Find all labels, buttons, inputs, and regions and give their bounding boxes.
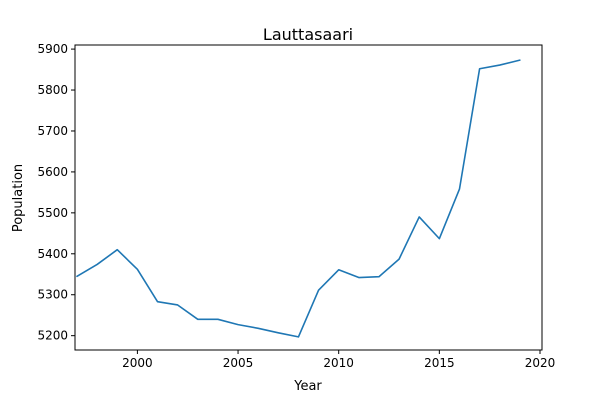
y-tick-label: 5800 (37, 83, 68, 97)
y-tick-label: 5900 (37, 42, 68, 56)
x-tick-label: 2020 (525, 356, 556, 370)
x-tick-label: 2005 (223, 356, 254, 370)
plot-area (76, 59, 521, 338)
y-axis: 5200 5300 5400 5500 5600 5700 5800 5900 (37, 42, 75, 343)
x-tick-label: 2010 (323, 356, 354, 370)
y-tick-label: 5200 (37, 329, 68, 343)
y-tick-label: 5400 (37, 247, 68, 261)
y-tick-label: 5300 (37, 288, 68, 302)
series-line (76, 59, 521, 338)
x-tick-label: 2015 (424, 356, 455, 370)
y-axis-label: Population (11, 164, 26, 232)
y-tick-label: 5500 (37, 206, 68, 220)
x-axis-label: Year (293, 379, 322, 394)
y-tick-label: 5700 (37, 124, 68, 138)
y-tick-label: 5600 (37, 165, 68, 179)
x-tick-label: 2000 (122, 356, 153, 370)
x-axis: 2000 2005 2010 2015 2020 (122, 350, 555, 370)
chart-title: Lauttasaari (263, 25, 353, 44)
plot-frame (74, 44, 543, 351)
